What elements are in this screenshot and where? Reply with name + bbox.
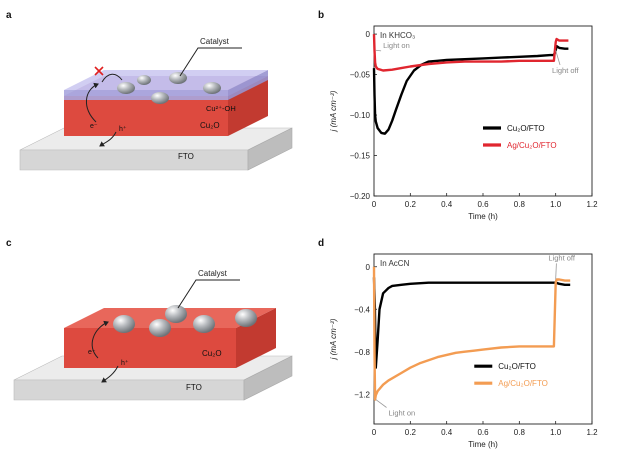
light-on-leader bbox=[375, 49, 382, 52]
catalyst-leader bbox=[179, 47, 242, 77]
legend-entry: Ag/Cu₂O/FTO bbox=[507, 141, 557, 150]
x-tick-label: 1.2 bbox=[586, 200, 598, 209]
catalyst-label: Catalyst bbox=[200, 37, 230, 46]
chart-b: 0 0.2 0.4 0.6 0.8 1.0 1.2 0 −0.05 −0.10 −0.15 −0.20… bbox=[329, 25, 598, 221]
legend-entry: Cu₂O/FTO bbox=[507, 124, 545, 133]
series-line-cu2o bbox=[372, 45, 569, 135]
light-on-label: Light on bbox=[389, 409, 416, 418]
hole-label: h⁺ bbox=[121, 359, 129, 367]
y-tick-label: −0.05 bbox=[350, 71, 371, 80]
blocked-x-icon bbox=[94, 66, 104, 76]
y-tick-label: −0.20 bbox=[350, 192, 371, 201]
cu-oh-label: Cu²⁺-OH bbox=[206, 104, 236, 113]
cu2o-label: Cu₂O bbox=[200, 121, 220, 130]
hole-arrow bbox=[99, 131, 117, 147]
light-on-label: Light on bbox=[383, 41, 410, 50]
y-tick-label: −0.10 bbox=[350, 111, 371, 120]
plot-frame bbox=[373, 25, 593, 197]
x-tick-label: 1.0 bbox=[550, 428, 562, 437]
y-axis-label: j (mA cm⁻²) bbox=[329, 90, 338, 132]
condition-annotation: In KHCO₃ bbox=[380, 31, 415, 40]
x-tick-label: 0.4 bbox=[441, 428, 453, 437]
y-tick-label: −0.8 bbox=[354, 348, 370, 357]
chart-d: 0 0.2 0.4 0.6 0.8 1.0 1.2 0 −0.4 −0.8 −1.2 Time (h)… bbox=[329, 253, 598, 449]
y-tick-label: 0 bbox=[366, 263, 371, 272]
x-tick-label: 0.6 bbox=[477, 428, 489, 437]
panel-c-letter: c bbox=[6, 238, 12, 249]
electron-label: e⁻ bbox=[88, 349, 96, 356]
x-tick-label: 1.0 bbox=[550, 200, 562, 209]
electron-label: e⁻ bbox=[90, 123, 98, 130]
series-line-ag-cu2o bbox=[372, 266, 571, 401]
electron-arrow bbox=[91, 320, 109, 359]
y-tick-label: −0.4 bbox=[354, 305, 370, 314]
panel-b-letter: b bbox=[318, 10, 325, 21]
light-off-leader bbox=[555, 263, 557, 280]
electron-blocked-path bbox=[101, 73, 123, 83]
x-tick-label: 0.4 bbox=[441, 200, 453, 209]
hole-arrow bbox=[101, 365, 119, 383]
x-tick-label: 0 bbox=[372, 200, 377, 209]
y-axis-label: j (mA cm⁻²) bbox=[329, 318, 338, 360]
cu2o-label: Cu₂O bbox=[202, 349, 222, 358]
catalyst-leader bbox=[177, 279, 240, 309]
catalyst-spheres bbox=[117, 72, 221, 104]
light-on-leader bbox=[375, 399, 387, 408]
catalyst-label: Catalyst bbox=[198, 269, 228, 278]
electron-arrow bbox=[86, 82, 99, 123]
series-line-ag-cu2o bbox=[372, 34, 569, 72]
x-axis-label: Time (h) bbox=[468, 212, 498, 221]
y-tick-label: −0.15 bbox=[350, 152, 371, 161]
legend-entry: Cu₂O/FTO bbox=[498, 362, 536, 371]
x-tick-label: 1.2 bbox=[586, 428, 598, 437]
panel-c-schematic: Catalyst Cu₂O FTO e⁻ h⁺ bbox=[13, 269, 293, 401]
x-tick-label: 0.6 bbox=[477, 200, 489, 209]
fto-label: FTO bbox=[178, 152, 194, 161]
panel-a-letter: a bbox=[6, 10, 12, 21]
condition-annotation: In AcCN bbox=[380, 259, 410, 268]
y-tick-label: −1.2 bbox=[354, 390, 370, 399]
legend-entry: Ag/Cu₂O/FTO bbox=[498, 379, 548, 388]
x-tick-label: 0.8 bbox=[514, 200, 526, 209]
catalyst-spheres bbox=[113, 305, 257, 337]
panel-a-schematic: Catalyst Cu²⁺-OH Cu₂O FTO e⁻ h⁺ bbox=[19, 37, 293, 171]
x-tick-label: 0.8 bbox=[514, 428, 526, 437]
panel-d-letter: d bbox=[318, 238, 325, 249]
light-off-label: Light off bbox=[548, 253, 575, 262]
series-line-cu2o bbox=[372, 277, 571, 369]
x-tick-label: 0.2 bbox=[405, 200, 417, 209]
light-off-leader bbox=[555, 50, 561, 66]
x-axis-label: Time (h) bbox=[468, 440, 498, 449]
x-tick-label: 0 bbox=[372, 428, 377, 437]
x-tick-label: 0.2 bbox=[405, 428, 417, 437]
light-off-label: Light off bbox=[552, 66, 579, 75]
y-tick-label: 0 bbox=[366, 30, 371, 39]
fto-label: FTO bbox=[186, 383, 202, 392]
hole-label: h⁺ bbox=[119, 125, 127, 133]
